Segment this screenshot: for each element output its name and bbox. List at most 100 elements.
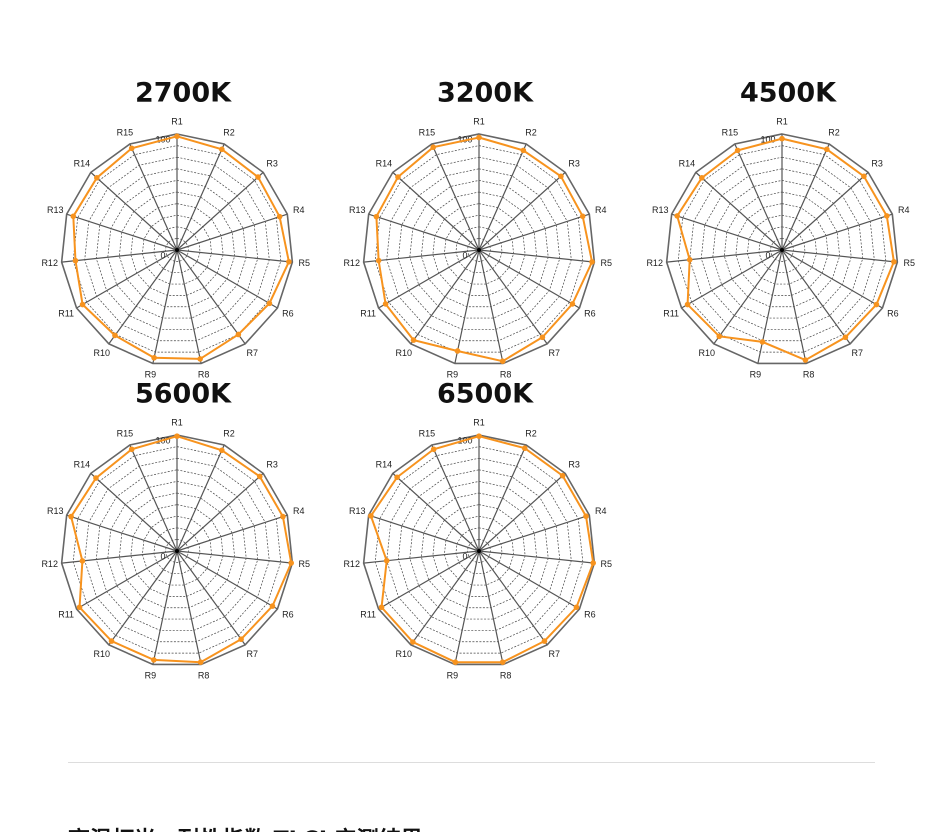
point — [266, 300, 273, 307]
category-label: R14 — [679, 159, 696, 169]
category-label: R4 — [293, 205, 305, 215]
category-label: R15 — [722, 127, 739, 137]
category-label: R3 — [568, 159, 580, 169]
spoke — [478, 472, 566, 552]
point — [499, 659, 506, 665]
point — [674, 213, 680, 219]
spoke — [478, 249, 504, 364]
spoke — [478, 550, 580, 610]
point — [579, 213, 586, 220]
grid-ring — [386, 457, 572, 643]
spoke — [410, 550, 480, 646]
point — [76, 604, 83, 611]
spoke — [90, 171, 178, 251]
category-label: R6 — [282, 308, 294, 318]
point — [734, 147, 741, 154]
r-tick-label: 100 — [760, 134, 775, 144]
category-label: R2 — [828, 127, 840, 137]
chart-title: 4500K — [740, 78, 837, 109]
category-label: R2 — [525, 428, 537, 438]
grid-ring — [130, 203, 224, 296]
grid-ring — [84, 457, 270, 643]
category-label: R5 — [299, 258, 311, 268]
radar-chart: 6500K0100R1R2R3R4R5R6R7R8R9R10R11R12R13R… — [343, 379, 612, 681]
spoke — [176, 550, 202, 665]
spoke — [431, 444, 480, 552]
spoke — [152, 550, 178, 665]
point — [410, 337, 417, 343]
spoke — [671, 213, 783, 251]
grid-ring — [735, 203, 829, 296]
grid-ring — [420, 191, 538, 308]
category-label: R15 — [117, 127, 134, 137]
category-label: R8 — [500, 370, 512, 380]
r-tick-label: 0 — [765, 250, 770, 260]
category-label: R14 — [376, 460, 393, 470]
spoke — [681, 249, 783, 309]
category-label: R9 — [145, 671, 157, 681]
spoke — [176, 472, 264, 552]
category-label: R4 — [898, 205, 910, 215]
category-label: R11 — [360, 308, 376, 318]
grid-ring — [723, 191, 841, 308]
category-label: R13 — [349, 506, 366, 516]
point — [72, 257, 79, 264]
chart-title: 5600K — [135, 379, 232, 410]
spoke — [781, 143, 830, 251]
grid-ring — [455, 226, 503, 274]
point — [151, 657, 157, 663]
r-tick-label: 100 — [457, 134, 472, 144]
category-label: R15 — [419, 127, 436, 137]
grid-ring — [72, 446, 282, 654]
category-label: R10 — [94, 348, 111, 358]
category-label: R1 — [171, 417, 183, 427]
category-label: R7 — [851, 348, 863, 358]
point — [174, 433, 180, 439]
series-line — [375, 136, 594, 363]
spoke — [431, 143, 480, 251]
grid-ring — [397, 469, 561, 631]
series-line — [72, 135, 290, 360]
grid-ring — [409, 180, 549, 319]
category-label: R6 — [584, 308, 596, 318]
point — [286, 258, 292, 265]
category-label: R5 — [904, 258, 916, 268]
category-label: R8 — [198, 671, 210, 681]
spoke — [368, 514, 480, 552]
point — [256, 473, 263, 480]
category-label: R8 — [803, 370, 815, 380]
spoke — [781, 249, 851, 345]
category-label: R13 — [652, 205, 669, 215]
category-label: R6 — [282, 609, 294, 619]
category-label: R15 — [419, 428, 436, 438]
point — [395, 174, 401, 180]
spoke — [176, 249, 246, 345]
grid-ring — [165, 539, 189, 563]
radar-chart: 2700K0100R1R2R3R4R5R6R7R8R9R10R11R12R13R… — [41, 78, 310, 380]
spoke — [66, 213, 178, 251]
point — [861, 173, 867, 180]
grid-ring — [72, 145, 282, 353]
spoke — [478, 550, 595, 564]
category-label: R1 — [473, 116, 485, 126]
point — [94, 175, 100, 181]
category-label: R4 — [595, 205, 607, 215]
r-tick-label: 0 — [462, 551, 467, 561]
point — [873, 301, 880, 308]
point — [108, 638, 115, 644]
spoke — [66, 514, 178, 552]
spoke — [478, 143, 527, 251]
spoke — [478, 550, 548, 646]
grid-ring — [432, 504, 526, 597]
point — [276, 213, 283, 220]
category-label: R7 — [548, 649, 560, 659]
center-tick — [175, 248, 179, 252]
spoke — [478, 249, 548, 345]
spoke — [781, 249, 898, 263]
spoke — [90, 472, 178, 552]
spoke — [176, 143, 225, 251]
grid-ring — [467, 539, 491, 563]
category-label: R6 — [887, 308, 899, 318]
point — [128, 446, 135, 453]
